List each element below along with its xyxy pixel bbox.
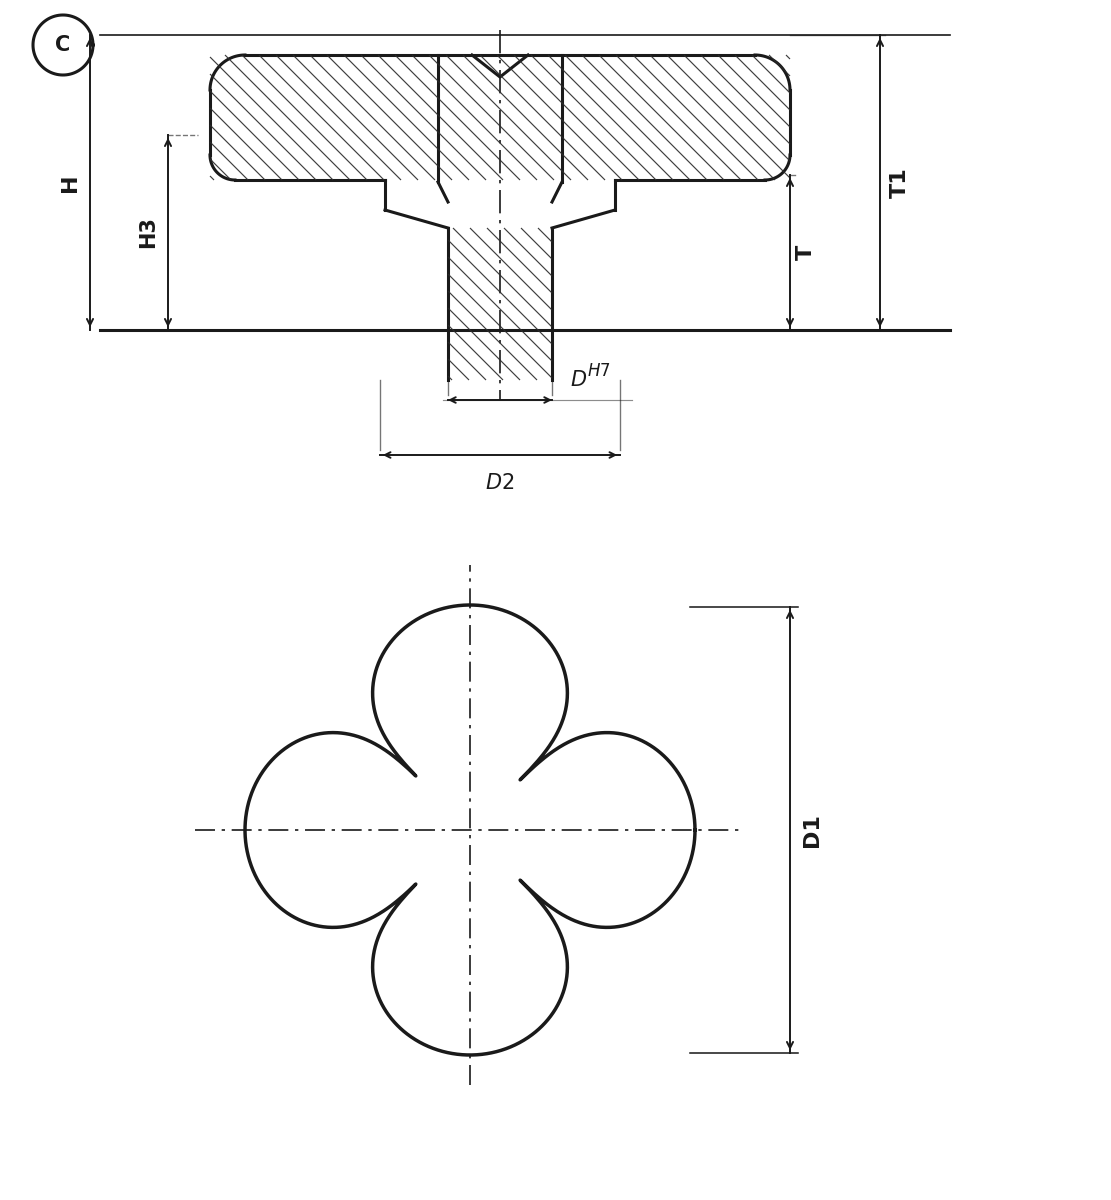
Text: D1: D1 — [802, 814, 822, 847]
Text: $H7$: $H7$ — [587, 362, 611, 380]
Text: T: T — [795, 245, 815, 260]
Text: H3: H3 — [138, 216, 158, 248]
Text: T1: T1 — [890, 167, 910, 198]
Text: $D$: $D$ — [570, 370, 587, 390]
Text: $D2$: $D2$ — [486, 473, 514, 493]
Text: H: H — [60, 173, 80, 192]
Text: C: C — [56, 35, 71, 55]
